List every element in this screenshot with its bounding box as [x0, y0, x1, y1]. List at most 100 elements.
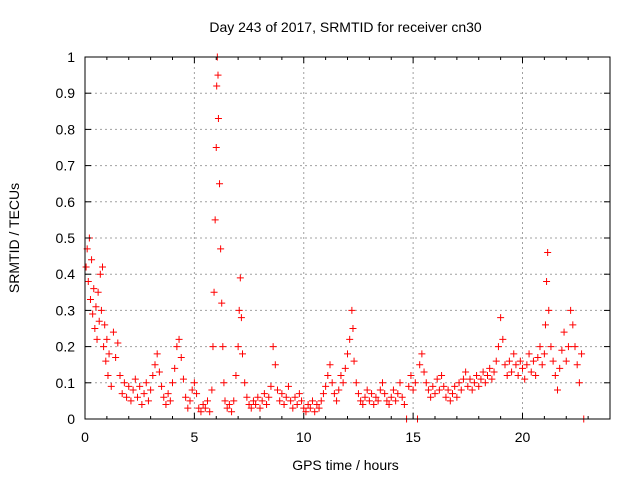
data-point [184, 404, 192, 412]
data-point [501, 361, 509, 369]
data-point [230, 397, 238, 405]
data-point [398, 393, 406, 401]
data-point [508, 368, 516, 376]
data-point [457, 386, 465, 394]
data-point [155, 368, 163, 376]
data-point [90, 285, 98, 293]
data-point [562, 357, 570, 365]
data-point [505, 357, 513, 365]
data-point [525, 350, 533, 358]
data-point [188, 386, 196, 394]
data-point [138, 401, 146, 409]
data-point [175, 335, 183, 343]
data-point [239, 350, 246, 358]
data-point [179, 375, 187, 383]
data-point [162, 401, 170, 409]
data-point [120, 379, 128, 387]
chart-title: Day 243 of 2017, SRMTID for receiver cn3… [209, 19, 482, 35]
data-point [84, 277, 92, 285]
data-point [523, 361, 531, 369]
axis-ticks: 0 5 10 15 20 0 0.1 0.2 0.3 0.4 0.5 0.6 0.7 0.8 0.9 1 [56, 49, 611, 445]
data-point [473, 372, 481, 380]
data-point [291, 393, 299, 401]
data-point [209, 343, 217, 351]
data-point [319, 390, 327, 398]
x-axis-label: GPS time / hours [292, 457, 399, 473]
data-point [444, 386, 452, 394]
data-point [306, 404, 314, 412]
data-point [317, 397, 325, 405]
data-point [466, 375, 474, 383]
data-point [263, 401, 271, 409]
data-point [94, 288, 102, 296]
data-point [368, 390, 376, 398]
data-point [151, 361, 159, 369]
data-point [519, 364, 526, 372]
data-point [228, 408, 236, 416]
data-point [254, 393, 262, 401]
data-point [298, 397, 306, 405]
data-point [92, 303, 100, 311]
data-point [536, 343, 544, 351]
y-tick-label: 1 [67, 49, 75, 65]
data-point [490, 368, 498, 376]
data-point [573, 361, 581, 369]
data-point [442, 393, 450, 401]
x-tick-label: 0 [81, 429, 89, 445]
x-tick-label: 15 [405, 429, 421, 445]
grid [85, 57, 610, 419]
data-point [486, 364, 494, 372]
data-point [571, 343, 579, 351]
data-point [407, 372, 415, 380]
data-point [532, 372, 540, 380]
data-point [105, 350, 113, 358]
data-point [235, 306, 243, 314]
data-point [551, 372, 559, 380]
data-point [547, 343, 555, 351]
data-point [433, 375, 441, 383]
data-point [427, 393, 435, 401]
data-point [164, 390, 172, 398]
data-point [260, 390, 268, 398]
data-point [280, 401, 288, 409]
data-point [344, 350, 351, 358]
data-point [309, 397, 316, 405]
data-point [405, 382, 413, 390]
data-point [182, 393, 190, 401]
data-point [503, 372, 511, 380]
data-point [459, 375, 467, 383]
data-point [118, 390, 126, 398]
data-point [284, 382, 292, 390]
data-point [420, 368, 428, 376]
data-point [422, 379, 430, 387]
data-point [274, 386, 281, 394]
data-point [564, 343, 572, 351]
data-point [287, 397, 295, 405]
data-point [249, 397, 257, 405]
y-tick-label: 0.6 [56, 194, 76, 210]
data-point [389, 386, 397, 394]
y-tick-label: 0.9 [56, 85, 76, 101]
data-point [541, 321, 549, 329]
data-point [241, 379, 249, 387]
data-point [313, 401, 321, 409]
data-point [232, 372, 240, 380]
data-point [136, 382, 144, 390]
data-point [424, 386, 432, 394]
data-point [86, 296, 94, 304]
data-point [199, 401, 207, 409]
data-point [236, 274, 244, 282]
data-point [494, 343, 502, 351]
data-point [166, 397, 174, 405]
data-point [195, 404, 203, 412]
data-point [418, 350, 426, 358]
data-point [149, 372, 157, 380]
data-point [348, 306, 356, 314]
data-point [243, 393, 251, 401]
data-point [514, 372, 522, 380]
data-point [470, 379, 478, 387]
data-point [361, 393, 369, 401]
data-point [153, 350, 161, 358]
